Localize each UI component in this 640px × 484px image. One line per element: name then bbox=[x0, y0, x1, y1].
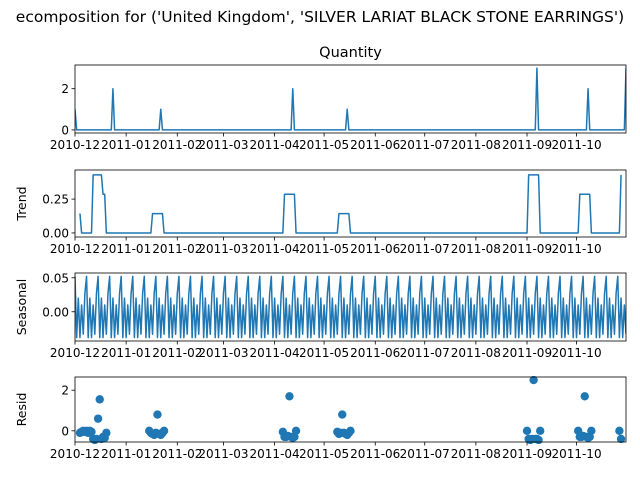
x-tick-label: 2011-06 bbox=[350, 242, 400, 256]
y-tick-label: 0 bbox=[61, 123, 69, 137]
resid-point bbox=[153, 410, 162, 419]
resid-point bbox=[534, 435, 543, 445]
x-tick-label: 2011-09 bbox=[502, 447, 552, 461]
axes-frame bbox=[74, 169, 627, 238]
y-tick-label: 0.05 bbox=[42, 271, 69, 285]
x-tick-label: 2011-08 bbox=[451, 138, 501, 152]
resid-point bbox=[346, 426, 355, 436]
x-tick-label: 2011-05 bbox=[299, 346, 349, 360]
x-tick-label: 2011-03 bbox=[198, 242, 248, 256]
x-tick-label: 2011-03 bbox=[198, 447, 248, 461]
series-line-0 bbox=[75, 67, 626, 131]
x-tick-label: 2011-04 bbox=[250, 346, 300, 360]
x-tick-label: 2011-06 bbox=[350, 447, 400, 461]
x-tick-label: 2011-07 bbox=[400, 242, 450, 256]
x-tick-label: 2010-12 bbox=[50, 447, 100, 461]
x-tick-label: 2011-03 bbox=[198, 138, 248, 152]
x-tick-label: 2011-09 bbox=[502, 138, 552, 152]
resid-point bbox=[536, 426, 545, 436]
x-tick-label: 2011-10 bbox=[551, 346, 601, 360]
resid-point bbox=[93, 414, 103, 423]
x-tick-label: 2011-08 bbox=[451, 447, 501, 461]
x-tick-label: 2011-08 bbox=[451, 346, 501, 360]
x-tick-label: 2011-02 bbox=[152, 138, 202, 152]
x-tick-label: 2011-01 bbox=[101, 447, 151, 461]
x-tick-label: 2010-12 bbox=[50, 242, 100, 256]
y-tick-label: 2 bbox=[61, 82, 69, 96]
y-tick-label: 0.25 bbox=[42, 193, 69, 207]
x-tick-label: 2010-12 bbox=[50, 346, 100, 360]
y-axis-label: Resid bbox=[14, 393, 29, 427]
x-tick-label: 2011-01 bbox=[101, 242, 151, 256]
y-tick-label: 2 bbox=[61, 384, 69, 398]
resid-point bbox=[529, 375, 538, 385]
x-tick-label: 2010-12 bbox=[50, 138, 100, 152]
resid-point bbox=[159, 426, 169, 436]
x-tick-label: 2011-02 bbox=[152, 242, 202, 256]
x-tick-label: 2011-03 bbox=[198, 346, 248, 360]
x-tick-label: 2011-05 bbox=[299, 447, 349, 461]
y-axis-label: Trend bbox=[14, 186, 29, 221]
resid-point bbox=[522, 426, 532, 436]
axes-frame bbox=[74, 272, 627, 342]
resid-point bbox=[580, 392, 589, 401]
resid-point bbox=[102, 428, 111, 438]
x-tick-label: 2011-04 bbox=[250, 447, 300, 461]
figure-suptitle: ecomposition for ('United Kingdom', 'SIL… bbox=[16, 8, 624, 26]
x-tick-label: 2011-06 bbox=[350, 346, 400, 360]
resid-point bbox=[615, 426, 624, 436]
x-tick-label: 2011-08 bbox=[451, 242, 501, 256]
x-tick-label: 2011-05 bbox=[299, 138, 349, 152]
y-axis-label: Seasonal bbox=[14, 279, 29, 336]
resid-point bbox=[285, 392, 294, 401]
x-tick-label: 2011-07 bbox=[400, 138, 450, 152]
y-tick-label: 0.00 bbox=[42, 305, 69, 319]
resid-point bbox=[87, 427, 96, 437]
panel-title: Quantity bbox=[319, 45, 382, 61]
x-tick-label: 2011-09 bbox=[502, 346, 552, 360]
x-tick-label: 2011-01 bbox=[101, 346, 151, 360]
resid-point bbox=[587, 426, 596, 436]
y-tick-label: 0.00 bbox=[42, 226, 69, 240]
x-tick-label: 2011-02 bbox=[152, 346, 202, 360]
series-line-1 bbox=[79, 174, 622, 234]
x-tick-label: 2011-10 bbox=[551, 138, 601, 152]
x-tick-label: 2011-05 bbox=[299, 242, 349, 256]
x-tick-label: 2011-09 bbox=[502, 242, 552, 256]
x-tick-label: 2011-07 bbox=[400, 346, 450, 360]
x-tick-label: 2011-02 bbox=[152, 447, 202, 461]
resid-point bbox=[616, 434, 626, 444]
y-tick-label: 0 bbox=[61, 424, 69, 438]
x-tick-label: 2011-04 bbox=[250, 242, 300, 256]
axes-frame bbox=[74, 376, 627, 443]
resid-point bbox=[338, 410, 347, 419]
resid-point bbox=[95, 395, 104, 404]
x-tick-label: 2011-01 bbox=[101, 138, 151, 152]
x-tick-label: 2011-10 bbox=[551, 447, 601, 461]
series-line-2 bbox=[75, 275, 626, 339]
x-tick-label: 2011-10 bbox=[551, 242, 601, 256]
x-tick-label: 2011-04 bbox=[250, 138, 300, 152]
x-tick-label: 2011-06 bbox=[350, 138, 400, 152]
x-tick-label: 2011-07 bbox=[400, 447, 450, 461]
resid-point bbox=[291, 426, 301, 436]
axes-frame bbox=[74, 64, 627, 134]
